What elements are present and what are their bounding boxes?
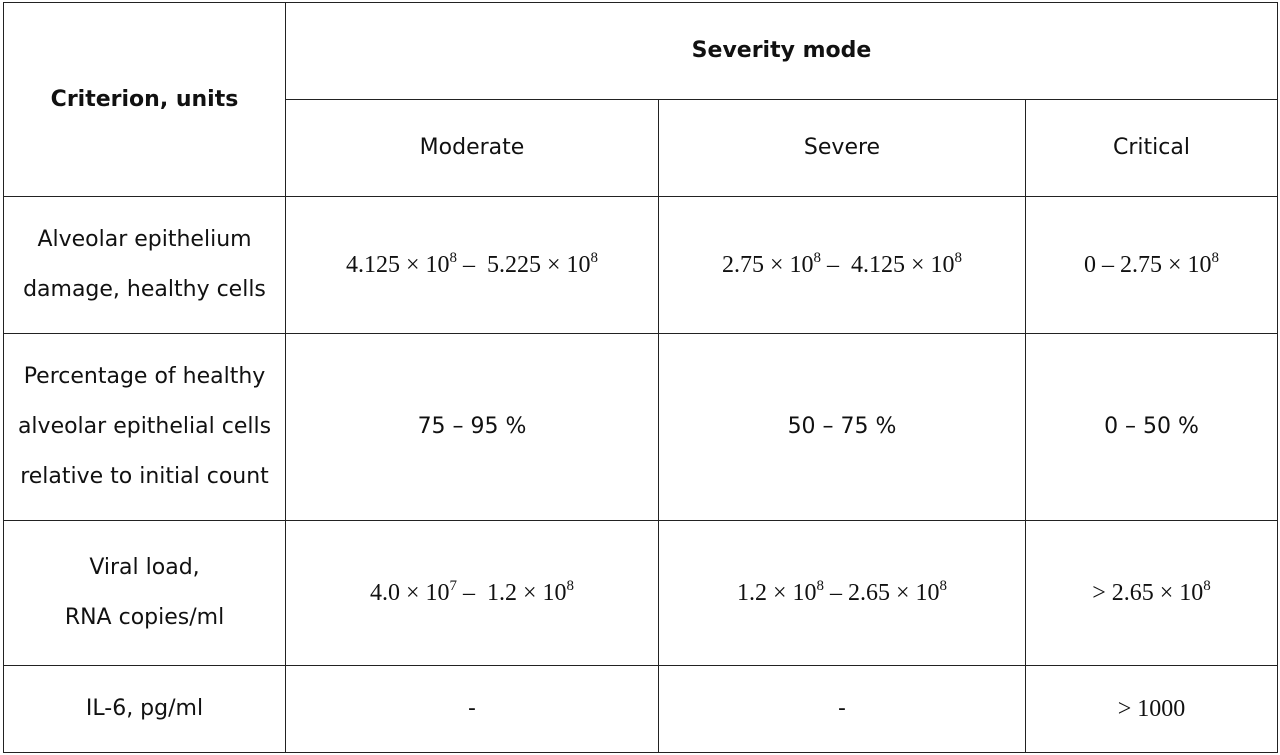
exponent: 8 bbox=[566, 578, 575, 594]
exponent: 8 bbox=[954, 250, 963, 266]
exponent: 8 bbox=[590, 250, 599, 266]
column-header: Critical bbox=[1025, 99, 1278, 197]
column-header: Severe bbox=[658, 99, 1026, 197]
cell-text: – 1.2 × 10 bbox=[457, 580, 567, 606]
criterion-cell: IL-6, pg/ml bbox=[3, 665, 286, 753]
exponent: 8 bbox=[1211, 250, 1220, 266]
cell-text: 0 – 2.75 × 10 bbox=[1083, 252, 1212, 278]
criterion-cell: Percentage of healthy alveolar epithelial… bbox=[3, 333, 286, 521]
cell-text: - bbox=[468, 696, 476, 721]
criterion-line: RNA copies/ml bbox=[64, 605, 225, 630]
value-cell: 75 – 95 % bbox=[285, 333, 659, 521]
criterion-line: Alveolar epithelium bbox=[37, 227, 252, 252]
cell-text: 75 – 95 % bbox=[417, 414, 527, 439]
criterion-cell: Viral load, RNA copies/ml bbox=[3, 520, 286, 666]
cell-text: 1.2 × 10 bbox=[736, 580, 817, 606]
value-cell: - bbox=[658, 665, 1026, 753]
cell-text: 2.75 × 10 bbox=[721, 252, 814, 278]
cell-text: 4.0 × 10 bbox=[369, 580, 450, 606]
table-row: Viral load, RNA copies/ml 4.0 × 107 – 1.2 … bbox=[3, 520, 1278, 666]
exponent: 7 bbox=[449, 578, 458, 594]
value-cell: 2.75 × 108 – 4.125 × 108 bbox=[658, 196, 1026, 334]
value-cell: 4.125 × 108 – 5.225 × 108 bbox=[285, 196, 659, 334]
exponent: 8 bbox=[1203, 578, 1211, 594]
criterion-line: Percentage of healthy bbox=[23, 364, 266, 389]
criterion-line: alveolar epithelial cells bbox=[17, 414, 272, 439]
criterion-cell: Alveolar epithelium damage, healthy cells bbox=[3, 196, 286, 334]
value-cell: - bbox=[285, 665, 659, 753]
severity-table: Criterion, units Severity mode Moderate … bbox=[3, 2, 1278, 753]
value-cell: 50 – 75 % bbox=[658, 333, 1026, 521]
cell-text: > 2.65 × 10 bbox=[1092, 580, 1204, 606]
cell-text: 50 – 75 % bbox=[787, 414, 897, 439]
cell-text: 4.125 × 10 bbox=[345, 252, 450, 278]
table-body: Criterion, units Severity mode Moderate … bbox=[3, 2, 1278, 753]
exponent: 8 bbox=[813, 250, 822, 266]
group-header: Severity mode bbox=[285, 2, 1278, 100]
criterion-line: Viral load, bbox=[89, 555, 200, 580]
criterion-line: relative to initial count bbox=[20, 464, 269, 489]
cell-text: – 4.125 × 10 bbox=[821, 252, 955, 278]
value-cell: > 1000 bbox=[1025, 665, 1278, 753]
cell-text: 0 – 50 % bbox=[1104, 414, 1199, 439]
criterion-header: Criterion, units bbox=[3, 2, 286, 197]
exponent: 8 bbox=[939, 578, 948, 594]
header-row: Criterion, units Severity mode bbox=[3, 2, 1278, 197]
table-row: Percentage of healthy alveolar epithelial… bbox=[3, 333, 1278, 521]
exponent: 8 bbox=[816, 578, 825, 594]
value-cell: 0 – 2.75 × 108 bbox=[1025, 196, 1278, 334]
column-header: Moderate bbox=[285, 99, 659, 197]
value-cell: 0 – 50 % bbox=[1025, 333, 1278, 521]
cell-text: > 1000 bbox=[1117, 696, 1186, 722]
cell-text: – 5.225 × 10 bbox=[457, 252, 591, 278]
value-cell: 4.0 × 107 – 1.2 × 108 bbox=[285, 520, 659, 666]
table-row: Alveolar epithelium damage, healthy cells… bbox=[3, 196, 1278, 334]
column-header-row: Moderate Severe Critical bbox=[4, 99, 1278, 197]
table-row: IL-6, pg/ml - - > 1000 bbox=[3, 665, 1278, 753]
value-cell: 1.2 × 108 – 2.65 × 108 bbox=[658, 520, 1026, 666]
cell-text: – 2.65 × 10 bbox=[824, 580, 940, 606]
criterion-line: damage, healthy cells bbox=[23, 277, 266, 302]
exponent: 8 bbox=[449, 250, 458, 266]
value-cell: > 2.65 × 108 bbox=[1025, 520, 1278, 666]
criterion-line: IL-6, pg/ml bbox=[85, 696, 204, 721]
cell-text: - bbox=[838, 696, 846, 721]
